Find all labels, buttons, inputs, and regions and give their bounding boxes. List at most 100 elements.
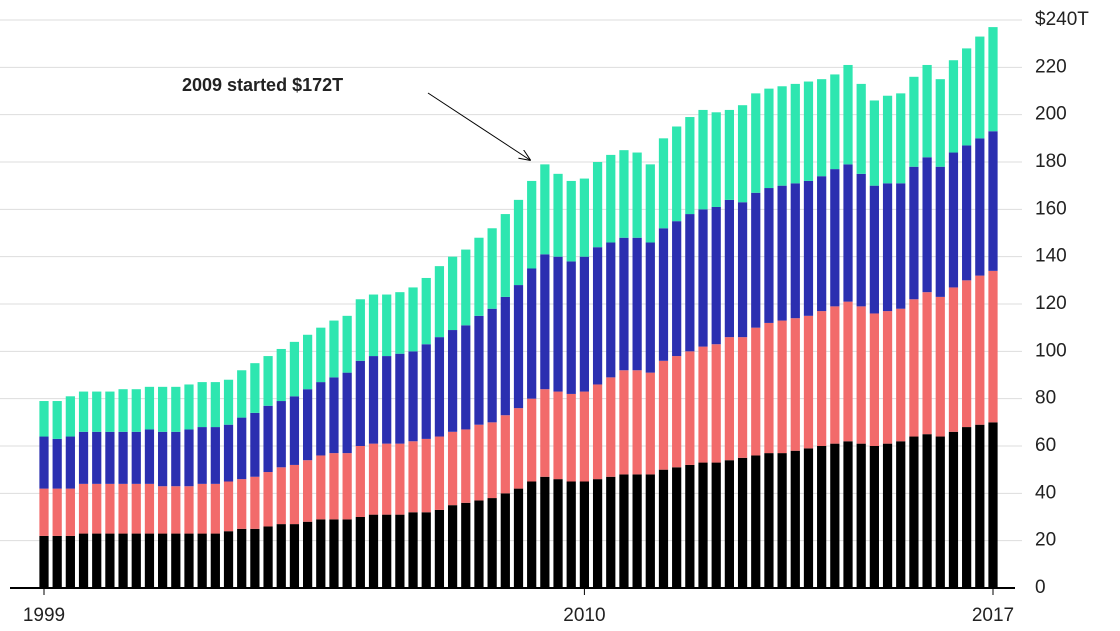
bar-segment (948, 287, 959, 432)
bar-segment (513, 408, 524, 489)
bar-segment (606, 377, 616, 477)
bar-segment (302, 389, 313, 461)
bar-segment (250, 412, 260, 477)
bar-segment (421, 512, 431, 588)
bar-segment (52, 438, 62, 489)
bar-segment (724, 199, 735, 338)
bar-segment (698, 462, 708, 588)
bar-segment (672, 356, 682, 468)
bar-segment (579, 481, 590, 588)
bar-segment (513, 285, 524, 409)
bar-segment (500, 415, 510, 494)
bar-segment (790, 318, 800, 451)
bar-segment (316, 519, 326, 588)
y-tick-label: $240T (1035, 9, 1089, 30)
bar-segment (751, 93, 761, 193)
bar-segment (39, 401, 49, 437)
bar-segment (500, 296, 510, 416)
bar-segment (830, 443, 840, 588)
bar-segment (869, 313, 879, 446)
bar-segment (658, 469, 669, 588)
annotation-arrow (427, 92, 530, 160)
bar-segment (263, 526, 273, 588)
bar-segment (645, 474, 655, 588)
bar-segment (276, 348, 286, 402)
y-tick-label: 40 (1035, 482, 1056, 503)
bar-segment (78, 483, 89, 534)
bar-segment (408, 512, 418, 588)
bar-segment (777, 320, 787, 454)
bar-segment (553, 391, 563, 480)
bar-segment (118, 431, 128, 484)
bar-segment (434, 436, 445, 510)
bar-segment (434, 509, 445, 588)
bar-segment (632, 152, 642, 238)
bar-segment (329, 377, 339, 454)
bar-segment (817, 446, 827, 588)
bar-segment (65, 436, 75, 489)
bar-segment (382, 514, 392, 588)
bar-segment (210, 533, 220, 588)
bar-segment (92, 391, 102, 432)
bar-segment (342, 453, 352, 520)
bar-segment (922, 292, 932, 435)
bar-segment (395, 514, 405, 588)
bar-segment (158, 486, 168, 534)
bar-segment (975, 275, 985, 425)
annotation: 2009 started $172T (182, 75, 343, 95)
bar-segment (408, 351, 418, 442)
bar-segment (52, 401, 62, 439)
bar-segment (461, 249, 471, 326)
bar-segment (553, 256, 563, 392)
bar-segment (592, 479, 603, 588)
bar-segment (500, 214, 510, 297)
bar-segment (237, 479, 247, 529)
bar-segment (869, 100, 879, 186)
bar-segment (197, 382, 207, 428)
bar-segment (645, 242, 655, 373)
bar-segment (355, 299, 365, 361)
bar-segment (197, 533, 207, 588)
bar-segment (355, 517, 365, 588)
bar-segment (922, 64, 932, 158)
bar-segment (447, 256, 458, 331)
bar-segment (632, 237, 642, 371)
bar-segment (395, 292, 405, 354)
bar-segment (210, 427, 220, 484)
bar-segment (777, 86, 787, 186)
bars: 1999 2010 2017 (10, 27, 1015, 626)
bar-segment (237, 528, 247, 588)
bar-segment (592, 384, 603, 480)
bar-segment (421, 344, 431, 439)
bar-segment (223, 424, 234, 482)
bar-segment (843, 441, 853, 588)
bar-segment (579, 391, 590, 482)
bar-segment (882, 443, 893, 588)
bar-segment (368, 443, 379, 515)
bar-segment (250, 528, 260, 588)
bar-segment (579, 178, 590, 257)
bar-segment (540, 254, 550, 390)
bar-segment (276, 401, 286, 468)
bar-segment (316, 382, 326, 456)
bar-segment (882, 183, 893, 312)
bar-segment (105, 483, 115, 534)
bar-segment (606, 476, 616, 588)
bar-segment (527, 268, 537, 399)
bar-segment (276, 467, 286, 525)
bar-segment (171, 386, 181, 432)
bar-segment (685, 117, 695, 215)
bar-segment (606, 242, 616, 378)
bar-segment (487, 308, 497, 423)
bar-segment (685, 214, 695, 352)
bar-segment (619, 237, 629, 371)
bar-segment (421, 277, 431, 345)
bar-segment (962, 280, 972, 428)
bar-segment (988, 270, 998, 423)
bar-segment (131, 483, 141, 534)
bar-segment (830, 306, 840, 444)
bar-segment (144, 386, 155, 430)
bar-segment (289, 341, 300, 397)
bar-segment (527, 398, 537, 482)
